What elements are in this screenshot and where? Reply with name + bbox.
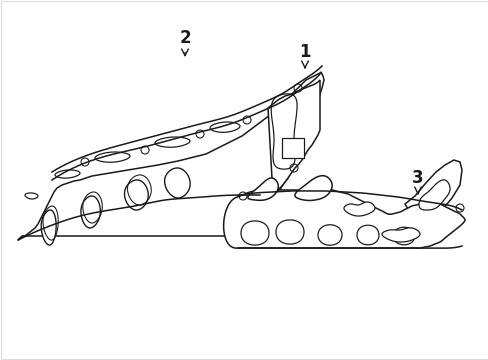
Bar bbox=[282, 138, 304, 158]
Polygon shape bbox=[55, 170, 80, 178]
Polygon shape bbox=[95, 152, 130, 162]
Text: 2: 2 bbox=[179, 29, 190, 56]
Polygon shape bbox=[41, 210, 56, 245]
Polygon shape bbox=[223, 190, 464, 248]
Polygon shape bbox=[81, 196, 100, 228]
Polygon shape bbox=[247, 178, 278, 200]
Polygon shape bbox=[241, 221, 268, 245]
Text: 1: 1 bbox=[299, 43, 310, 68]
Polygon shape bbox=[392, 227, 414, 245]
Polygon shape bbox=[294, 176, 331, 201]
Polygon shape bbox=[381, 228, 419, 242]
Text: 3: 3 bbox=[411, 169, 423, 194]
Polygon shape bbox=[404, 160, 461, 215]
Polygon shape bbox=[25, 193, 38, 199]
Polygon shape bbox=[317, 225, 341, 245]
Polygon shape bbox=[124, 180, 148, 210]
Polygon shape bbox=[155, 137, 190, 147]
Polygon shape bbox=[418, 180, 449, 210]
Polygon shape bbox=[356, 225, 378, 245]
Polygon shape bbox=[343, 202, 374, 216]
Polygon shape bbox=[18, 72, 324, 240]
Polygon shape bbox=[275, 220, 304, 244]
Polygon shape bbox=[209, 122, 240, 132]
Polygon shape bbox=[164, 168, 190, 198]
Polygon shape bbox=[267, 80, 319, 196]
